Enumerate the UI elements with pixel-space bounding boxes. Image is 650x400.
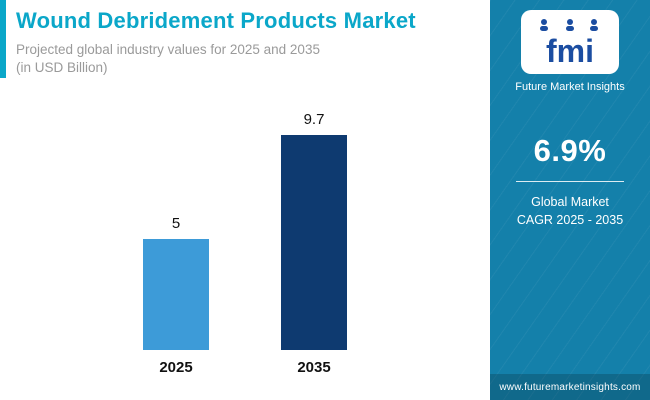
bar-label-2035: 2035 [297, 359, 331, 376]
subtitle-line-1: Projected global industry values for 202… [16, 42, 320, 57]
logo-people-icons [540, 19, 598, 31]
bar-2025 [143, 239, 209, 350]
bar-group-2025: 5 2025 [143, 215, 209, 376]
website-band: www.futuremarketinsights.com [490, 374, 650, 400]
header: Wound Debridement Products Market Projec… [0, 0, 490, 77]
chart-panel: Wound Debridement Products Market Projec… [0, 0, 490, 400]
bar-label-2025: 2025 [159, 359, 193, 376]
bar-2035 [281, 135, 347, 350]
subtitle-line-2: (in USD Billion) [16, 60, 108, 76]
fmi-logo: fmi [540, 19, 598, 68]
bar-value-2025: 5 [171, 215, 181, 232]
cagr-divider [516, 181, 624, 182]
website-url: www.futuremarketinsights.com [499, 381, 641, 393]
page-title: Wound Debridement Products Market [16, 8, 416, 33]
cagr-label-line-1: Global Market [531, 195, 609, 209]
bar-group-2035: 9.7 2035 [281, 111, 347, 376]
bar-value-2035: 9.7 [303, 111, 325, 128]
header-accent-bar [0, 0, 6, 78]
cagr-value: 6.9% [533, 133, 607, 168]
cagr-label: Global Market CAGR 2025 - 2035 [517, 193, 623, 229]
cagr-label-line-2: CAGR 2025 - 2035 [516, 213, 624, 228]
bar-chart: 5 2025 9.7 2035 [0, 77, 490, 400]
logo-text: fmi [546, 33, 594, 68]
brand-name: Future Market Insights [515, 81, 625, 93]
page-subtitle: Projected global industry values for 202… [16, 41, 474, 77]
fmi-logo-card: fmi [521, 10, 619, 74]
brand-sidebar: fmi Future Market Insights 6.9% Global M… [490, 0, 650, 400]
